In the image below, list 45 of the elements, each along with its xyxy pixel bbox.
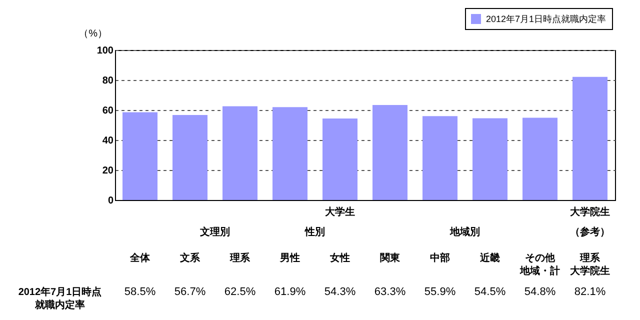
bar	[122, 112, 158, 200]
text: 大学院生	[569, 206, 610, 218]
data-label: 63.3%	[374, 286, 406, 298]
y-tick-label: 20	[102, 166, 114, 176]
text: 地域別	[449, 226, 480, 238]
x-tick-label: その他地域・計	[519, 252, 560, 277]
data-label: 54.5%	[474, 286, 506, 298]
text: 文理別	[199, 226, 230, 238]
bar	[422, 116, 458, 200]
x-tick-label: 全体	[129, 252, 151, 264]
x-tick-label: 理系 大学院生	[569, 252, 610, 277]
x-tick-label: 文系	[179, 252, 201, 264]
x-tick-label: 理系	[229, 252, 251, 264]
bar	[372, 105, 408, 200]
legend-label: 2012年7月1日時点就職内定率	[486, 14, 606, 24]
bar	[222, 106, 258, 200]
bar	[472, 118, 508, 200]
data-label: 55.9%	[424, 286, 456, 298]
x-tick-label: 近畿	[479, 252, 500, 264]
bar	[522, 118, 558, 200]
y-tick-label: 80	[102, 76, 114, 86]
x-tick-label: 女性	[329, 252, 350, 264]
data-label: 54.3%	[324, 286, 356, 298]
x-tick-label: 男性	[279, 252, 300, 264]
text: （参考）	[570, 226, 610, 238]
data-label: 58.5%	[124, 286, 156, 298]
data-label: 61.9%	[274, 286, 306, 298]
data-label: 56.7%	[174, 286, 206, 298]
text: 大学生	[324, 206, 355, 218]
data-label: 82.1%	[574, 286, 606, 298]
bar	[172, 114, 208, 200]
bar	[322, 118, 358, 200]
bar	[572, 76, 608, 200]
bar	[272, 107, 308, 200]
y-tick-label: 100	[96, 46, 114, 56]
data-label: 62.5%	[224, 286, 256, 298]
text: 2012年7月1日時点就職内定率	[18, 286, 102, 311]
text: 性別	[304, 226, 325, 238]
x-tick-label: 関東	[380, 252, 401, 264]
x-tick-label: 中部	[430, 252, 450, 264]
data-label: 54.8%	[524, 286, 556, 298]
y-tick-label: 0	[108, 196, 114, 206]
y-tick-label: 60	[102, 106, 114, 116]
y-tick-label: 40	[102, 136, 114, 146]
y-axis-title: （%）	[78, 28, 108, 40]
